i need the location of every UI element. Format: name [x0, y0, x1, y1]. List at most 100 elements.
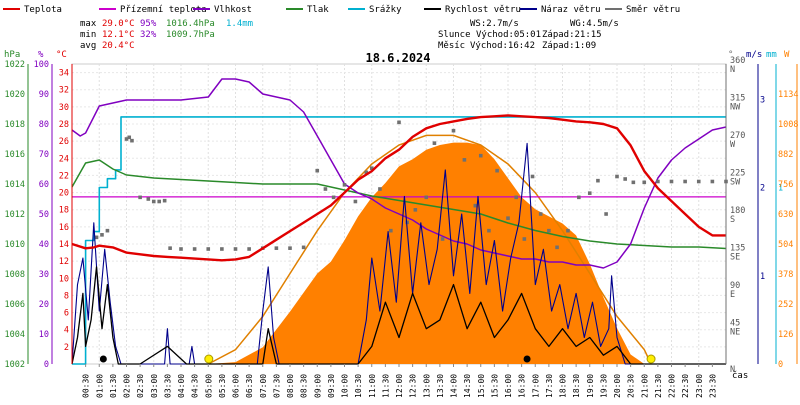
- wind-direction-point: [364, 170, 369, 175]
- direction-compass-label: SE: [730, 253, 740, 263]
- time-tick-label: 23:00: [695, 374, 704, 398]
- time-tick-label: 21:00: [640, 374, 649, 398]
- sunrise: Východ:05:01: [476, 30, 541, 40]
- sun-marker: [204, 354, 214, 364]
- wind-direction-point: [487, 228, 491, 233]
- wind-direction-point: [192, 247, 197, 251]
- stats-min-label: min: [80, 30, 96, 40]
- direction-tick-label: 315: [730, 94, 745, 104]
- chart-date: 18.6.2024: [365, 51, 430, 65]
- time-tick-label: 23:30: [708, 374, 717, 398]
- sun-marker: [646, 354, 656, 364]
- temperature-line: [71, 114, 726, 262]
- wind-direction-point: [157, 199, 161, 204]
- stats-max-label: max: [80, 19, 97, 29]
- legend-label: Rychlost větru: [445, 5, 521, 15]
- time-tick-label: 02:30: [136, 374, 145, 398]
- wind-speed-line: [71, 266, 726, 365]
- wind-direction-point: [233, 247, 238, 251]
- time-tick-label: 01:30: [109, 374, 118, 398]
- stats-avg-temp: 20.4°C: [102, 41, 135, 51]
- time-tick-label: 13:00: [422, 374, 431, 398]
- solar-tick-label: 756: [778, 180, 793, 190]
- time-tick-label: 22:30: [681, 374, 690, 398]
- time-tick-label: 21:30: [654, 374, 663, 398]
- pressure-unit: hPa: [4, 50, 20, 60]
- wind-direction-point: [506, 216, 510, 220]
- wind-tick-label: 2: [760, 184, 765, 194]
- solar-tick-label: 630: [778, 210, 793, 220]
- wind-direction-point: [451, 128, 456, 133]
- solar-tick-label: 252: [778, 300, 793, 310]
- moon-marker: [99, 355, 107, 363]
- legend-item-rain: Srážky: [348, 5, 402, 15]
- time-tick-label: 00:30: [82, 374, 91, 398]
- legend-label: Tlak: [307, 5, 329, 15]
- time-tick-label: 11:30: [381, 374, 390, 398]
- stats-avg-label: avg: [80, 41, 96, 51]
- time-tick-label: 18:30: [572, 374, 581, 398]
- time-tick-label: 11:00: [368, 374, 377, 398]
- temperature-unit: °C: [56, 50, 67, 60]
- stats-max-temp: 29.0°C: [102, 19, 135, 29]
- time-tick-label: 15:00: [477, 374, 486, 398]
- wind-direction-point: [530, 174, 535, 179]
- direction-tick-label: 225: [730, 169, 745, 179]
- axis-units: hPa % °C ° m/s mm W čas: [4, 50, 790, 381]
- humidity-line: [71, 78, 727, 269]
- solar-tick-label: 882: [778, 150, 793, 160]
- legend-label: Přízemní teplota: [120, 5, 207, 15]
- time-axis: 00:30 01:00 01:30 02:00 02:30 03:00 03:30 04:00…: [82, 364, 717, 398]
- wind-direction-point: [130, 138, 134, 143]
- direction-tick-label: 360: [730, 56, 745, 66]
- humidity-tick-label: 60: [39, 180, 49, 190]
- temperature-tick-label: 26: [59, 137, 69, 147]
- temperature-tick-label: 4: [64, 326, 69, 336]
- temperature-tick-label: 6: [64, 309, 69, 319]
- legend-label: Náraz větru: [541, 5, 601, 15]
- wind-direction-point: [105, 228, 110, 233]
- wind-direction-point: [577, 195, 581, 200]
- wind-direction-point: [656, 179, 660, 184]
- direction-compass-label: SW: [730, 178, 741, 188]
- wind-speed-info: WS:2.7m/s: [470, 19, 519, 29]
- wind-direction-point: [424, 195, 429, 200]
- wind-direction-point: [538, 212, 543, 216]
- wind-direction-point: [615, 174, 619, 179]
- time-axis-label: čas: [732, 370, 748, 381]
- time-tick-label: 01:00: [95, 374, 104, 398]
- time-tick-label: 17:00: [531, 374, 540, 398]
- time-tick-label: 14:30: [463, 374, 472, 398]
- sun-label: Slunce: [438, 30, 471, 40]
- wind-direction-point: [478, 153, 483, 158]
- wind-direction-point: [642, 180, 647, 185]
- pressure-tick-label: 1006: [5, 300, 25, 310]
- temperature-tick-label: 2: [64, 343, 69, 353]
- temperature-tick-label: 32: [59, 86, 69, 96]
- wind-direction-point: [151, 199, 156, 204]
- temperature-tick-label: 12: [59, 257, 69, 267]
- stats-max-humidity: 95%: [140, 19, 157, 29]
- stats-min-humidity: 32%: [140, 30, 157, 40]
- pressure-tick-label: 1004: [5, 330, 25, 340]
- wind-direction-point: [124, 137, 129, 141]
- time-tick-label: 22:00: [668, 374, 677, 398]
- wind-direction-point: [710, 179, 715, 184]
- wind-direction-point: [179, 247, 183, 251]
- wind-direction-point: [168, 246, 172, 250]
- pressure-tick-label: 1008: [5, 270, 25, 280]
- wind-direction-point: [547, 228, 551, 233]
- wind-direction-point: [288, 246, 292, 250]
- solar-unit: W: [784, 50, 790, 60]
- time-tick-label: 04:00: [177, 374, 186, 398]
- wind-direction-point: [369, 166, 374, 170]
- wind-direction-point: [397, 120, 401, 125]
- direction-unit: °: [728, 50, 733, 60]
- solar-tick-label: 504: [778, 240, 793, 250]
- wind-direction-point: [323, 187, 328, 191]
- time-tick-label: 19:30: [599, 374, 608, 398]
- wind-direction-point: [353, 199, 358, 204]
- humidity-tick-label: 0: [44, 360, 49, 370]
- temperature-tick-label: 18: [59, 206, 69, 216]
